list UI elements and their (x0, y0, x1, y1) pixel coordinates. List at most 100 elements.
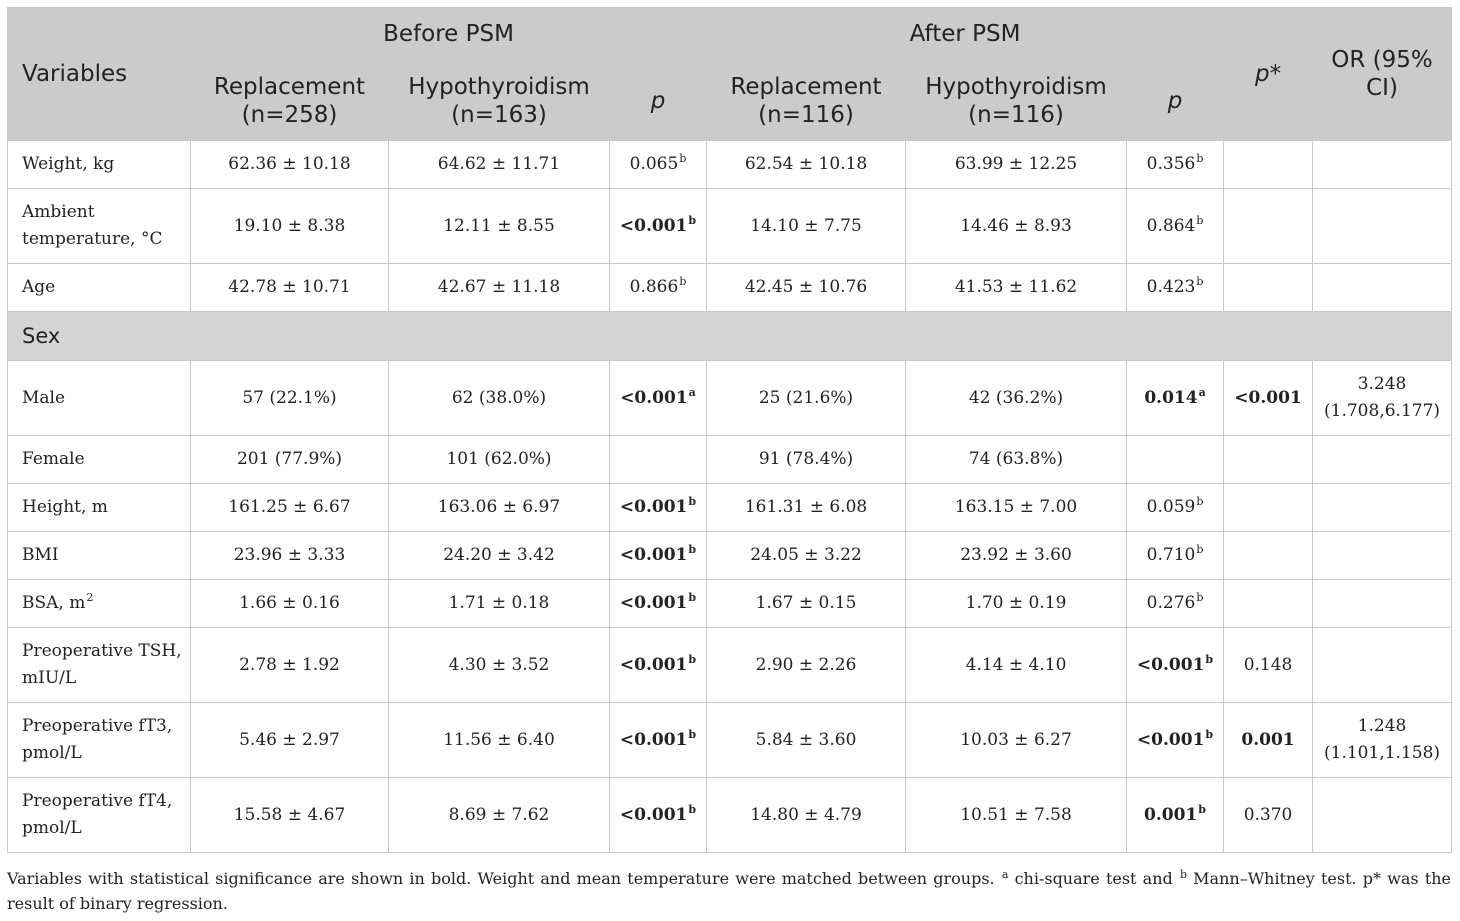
cell-or: 1.248 (1.101,1.158) (1312, 702, 1453, 778)
footnote-sup-b: b (1179, 867, 1187, 881)
cell-before-p (608, 435, 708, 484)
cell-after-replacement: 14.10 ± 7.75 (706, 188, 907, 264)
cell-or (1312, 435, 1453, 484)
cell-before-replacement: 2.78 ± 1.92 (190, 627, 389, 703)
cell-after-hypothyroidism: 41.53 ± 11.62 (905, 263, 1128, 312)
header-or: OR (95% CI) (1312, 7, 1453, 141)
header-before-hypothyroidism: Hypothyroidism (n=163) (388, 60, 610, 141)
table-row: Preoperative fT4, pmol/L 15.58 ± 4.67 8.… (7, 777, 1453, 853)
cell-after-replacement: 24.05 ± 3.22 (706, 531, 907, 580)
header-after-psm: After PSM (706, 7, 1225, 61)
footnote-text-1: Variables with statistical significance … (7, 869, 1001, 888)
header-after-replacement: Replacement (n=116) (706, 60, 907, 141)
cell-variable: Weight, kg (7, 140, 191, 189)
cell-or (1312, 263, 1453, 312)
cell-before-hypothyroidism: 12.11 ± 8.55 (388, 188, 610, 264)
cell-after-replacement: 161.31 ± 6.08 (706, 483, 907, 532)
cell-after-replacement: 2.90 ± 2.26 (706, 627, 907, 703)
cell-variable: BMI (7, 531, 191, 580)
table-row: Female 201 (77.9%) 101 (62.0%) 91 (78.4%… (7, 435, 1453, 484)
cell-after-p: 0.356b (1126, 140, 1225, 189)
cell-after-hypothyroidism: 42 (36.2%) (905, 360, 1128, 436)
cell-variable: BSA, m2 (7, 579, 191, 628)
cell-variable: Preoperative fT4, pmol/L (7, 777, 191, 853)
section-label: Sex (6, 311, 1453, 361)
cell-before-p: <0.001b (608, 579, 708, 628)
results-table: Variables Before PSM After PSM p* OR (95… (6, 7, 1453, 853)
cell-before-replacement: 57 (22.1%) (190, 360, 389, 436)
table-row: Weight, kg 62.36 ± 10.18 64.62 ± 11.71 0… (7, 140, 1453, 189)
cell-before-p: 0.065b (608, 140, 708, 189)
footnote-sup-a: a (1001, 867, 1009, 881)
cell-after-hypothyroidism: 23.92 ± 3.60 (905, 531, 1128, 580)
cell-before-hypothyroidism: 4.30 ± 3.52 (388, 627, 610, 703)
cell-before-p: <0.001b (608, 702, 708, 778)
header-after-p: p (1126, 60, 1225, 141)
cell-or (1312, 579, 1453, 628)
cell-or (1312, 140, 1453, 189)
cell-before-replacement: 1.66 ± 0.16 (190, 579, 389, 628)
cell-p-star: 0.148 (1223, 627, 1314, 703)
cell-before-replacement: 15.58 ± 4.67 (190, 777, 389, 853)
cell-or (1312, 777, 1453, 853)
cell-before-replacement: 19.10 ± 8.38 (190, 188, 389, 264)
header-p-star: p* (1223, 7, 1314, 141)
header-before-replacement: Replacement (n=258) (190, 60, 389, 141)
cell-variable: Female (7, 435, 191, 484)
cell-or (1312, 531, 1453, 580)
cell-p-star (1223, 263, 1314, 312)
cell-before-replacement: 5.46 ± 2.97 (190, 702, 389, 778)
table-body: Weight, kg 62.36 ± 10.18 64.62 ± 11.71 0… (6, 140, 1453, 853)
cell-after-p: 0.001b (1126, 777, 1225, 853)
cell-after-hypothyroidism: 1.70 ± 0.19 (905, 579, 1128, 628)
cell-after-p: 0.423b (1126, 263, 1225, 312)
cell-after-hypothyroidism: 63.99 ± 12.25 (905, 140, 1128, 189)
cell-variable: Height, m (7, 483, 191, 532)
header-variables: Variables (7, 7, 191, 141)
table-row: Preoperative TSH, mIU/L 2.78 ± 1.92 4.30… (7, 627, 1453, 703)
cell-before-p: <0.001b (608, 188, 708, 264)
footnote-text-2: chi-square test and (1008, 869, 1179, 888)
cell-before-replacement: 42.78 ± 10.71 (190, 263, 389, 312)
cell-or (1312, 627, 1453, 703)
cell-after-p: 0.864b (1126, 188, 1225, 264)
cell-before-hypothyroidism: 64.62 ± 11.71 (388, 140, 610, 189)
cell-p-star: 0.001 (1223, 702, 1314, 778)
cell-after-hypothyroidism: 74 (63.8%) (905, 435, 1128, 484)
cell-before-hypothyroidism: 101 (62.0%) (388, 435, 610, 484)
cell-after-replacement: 42.45 ± 10.76 (706, 263, 907, 312)
cell-before-p: <0.001b (608, 777, 708, 853)
footnote-text-3: Mann–Whitney test. p* was the result of … (7, 869, 1452, 913)
cell-before-replacement: 62.36 ± 10.18 (190, 140, 389, 189)
cell-before-p: <0.001b (608, 531, 708, 580)
cell-before-p: 0.866b (608, 263, 708, 312)
cell-after-replacement: 5.84 ± 3.60 (706, 702, 907, 778)
cell-before-replacement: 201 (77.9%) (190, 435, 389, 484)
cell-after-hypothyroidism: 14.46 ± 8.93 (905, 188, 1128, 264)
table-row: BMI 23.96 ± 3.33 24.20 ± 3.42 <0.001b 24… (7, 531, 1453, 580)
cell-variable: Preoperative TSH, mIU/L (7, 627, 191, 703)
cell-after-p: <0.001b (1126, 627, 1225, 703)
cell-after-p (1126, 435, 1225, 484)
cell-after-hypothyroidism: 10.51 ± 7.58 (905, 777, 1128, 853)
cell-or (1312, 188, 1453, 264)
cell-after-replacement: 25 (21.6%) (706, 360, 907, 436)
cell-p-star (1223, 531, 1314, 580)
table-wrapper: Variables Before PSM After PSM p* OR (95… (6, 7, 1453, 853)
cell-after-p: <0.001b (1126, 702, 1225, 778)
table-row: Preoperative fT3, pmol/L 5.46 ± 2.97 11.… (7, 702, 1453, 778)
header-before-psm: Before PSM (189, 7, 708, 61)
cell-before-hypothyroidism: 11.56 ± 6.40 (388, 702, 610, 778)
cell-before-hypothyroidism: 42.67 ± 11.18 (388, 263, 610, 312)
cell-p-star (1223, 140, 1314, 189)
cell-variable: Preoperative fT3, pmol/L (7, 702, 191, 778)
cell-after-p: 0.059b (1126, 483, 1225, 532)
header-after-hypothyroidism: Hypothyroidism (n=116) (905, 60, 1128, 141)
table-header: Variables Before PSM After PSM p* OR (95… (7, 7, 1453, 141)
table-row: Male 57 (22.1%) 62 (38.0%) <0.001a 25 (2… (7, 360, 1453, 436)
table-row: BSA, m2 1.66 ± 0.16 1.71 ± 0.18 <0.001b … (7, 579, 1453, 628)
header-before-p: p (608, 60, 708, 141)
cell-after-p: 0.276b (1126, 579, 1225, 628)
cell-p-star: 0.370 (1223, 777, 1314, 853)
cell-before-p: <0.001b (608, 627, 708, 703)
